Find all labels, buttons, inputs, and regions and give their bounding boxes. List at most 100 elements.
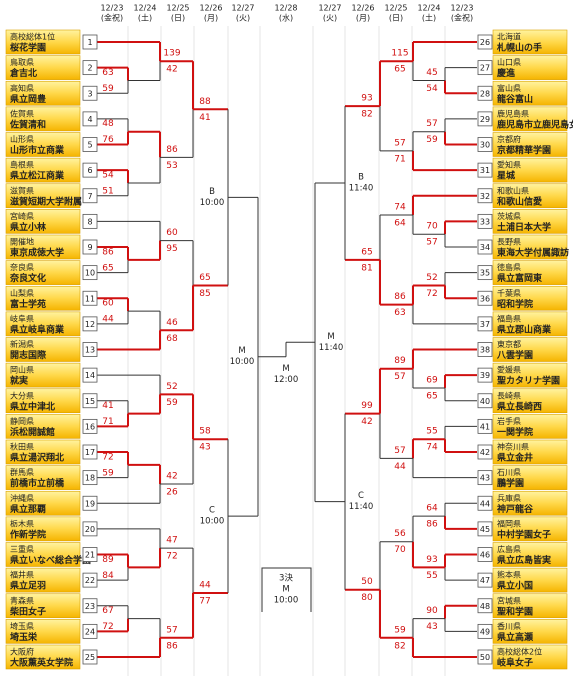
team-name: 星城 (497, 170, 515, 182)
team-number-box (82, 342, 98, 357)
score: 69 (426, 375, 438, 385)
score: 54 (426, 84, 438, 94)
score: 59 (394, 625, 406, 635)
team-box (492, 29, 568, 55)
team-number: 45 (480, 525, 490, 534)
team-number-box (82, 367, 98, 383)
date: 12/26 (199, 4, 222, 13)
team-number-box (477, 290, 493, 306)
team-box (5, 593, 81, 619)
team-prefecture: 滋賀県 (10, 185, 34, 195)
team-name: 大阪薫英女学院 (10, 657, 73, 669)
team-prefecture: 岩手県 (497, 416, 521, 426)
score: 43 (426, 622, 437, 632)
final-time: 12:00 (274, 375, 299, 385)
team-number: 46 (480, 551, 490, 560)
team-number-box (82, 85, 98, 101)
team-name: 岐阜女子 (497, 657, 533, 669)
team-number-box (477, 418, 493, 434)
team-number: 35 (480, 269, 490, 278)
team-number-box (82, 111, 98, 127)
team-number: 18 (85, 474, 95, 483)
weekday: (日) (171, 14, 185, 23)
team-number-box (477, 521, 493, 537)
team-box (492, 388, 568, 414)
score: 41 (102, 401, 113, 411)
team-name: 富士学苑 (10, 298, 46, 310)
team-name: 鹿児島市立鹿児島女子 (496, 118, 573, 130)
match-time: 10:00 (200, 198, 225, 208)
team-number-box (82, 34, 98, 50)
score: 77 (199, 596, 210, 606)
team-number: 6 (87, 166, 92, 175)
score: 57 (394, 446, 405, 456)
team-name: 県立那覇 (10, 503, 46, 515)
team-prefecture: 兵庫県 (497, 493, 521, 503)
team-prefecture: 石川県 (497, 468, 521, 477)
team-box (5, 619, 81, 644)
team-number: 24 (85, 627, 95, 636)
team-number-box (82, 188, 98, 204)
team-name: 鵬学園 (497, 477, 524, 489)
team-number-box (477, 162, 493, 178)
match-court: C (209, 506, 215, 516)
team-name: 八雲学園 (496, 349, 533, 361)
team-prefecture: 福井県 (10, 570, 34, 580)
score: 67 (102, 606, 113, 616)
date: 12/28 (274, 4, 297, 13)
team-number: 12 (85, 320, 95, 329)
team-prefecture: 長野県 (497, 238, 521, 247)
team-prefecture: 京都府 (497, 134, 521, 144)
weekday: (火) (236, 14, 250, 23)
team-number: 11 (85, 294, 95, 303)
weekday: (金祝) (451, 13, 473, 23)
team-prefecture: 愛媛県 (497, 365, 521, 375)
team-box (492, 490, 568, 516)
score: 48 (102, 119, 114, 129)
score: 57 (426, 238, 437, 248)
score: 44 (394, 462, 406, 472)
team-name: 中村学園女子 (497, 528, 551, 540)
score: 52 (166, 382, 177, 392)
team-number-box (477, 598, 493, 614)
team-prefecture: 高校総体1位 (10, 32, 55, 42)
weekday: (水) (279, 13, 293, 23)
score: 70 (394, 545, 406, 555)
team-number: 32 (480, 192, 490, 201)
score: 95 (166, 244, 177, 254)
score: 65 (394, 65, 405, 75)
weekday: (土) (422, 13, 436, 23)
team-prefecture: 島根県 (10, 160, 34, 170)
team-number: 42 (480, 448, 490, 457)
team-name: 東海大学付属諏訪 (497, 247, 569, 259)
score: 47 (166, 536, 177, 546)
team-prefecture: 北海道 (497, 32, 521, 42)
team-box (5, 285, 81, 311)
team-number-box (82, 444, 98, 460)
team-prefecture: 大分県 (10, 390, 34, 400)
match-court: B (209, 187, 215, 197)
score: 42 (166, 472, 177, 482)
team-name: 柴田女子 (9, 605, 46, 617)
team-number: 49 (480, 627, 490, 636)
team-number: 41 (480, 422, 490, 431)
score: 57 (394, 372, 405, 382)
date: 12/23 (100, 4, 123, 13)
team-number-box (82, 598, 98, 614)
score: 65 (426, 391, 437, 401)
score: 63 (394, 308, 405, 318)
team-name: 県立金井 (497, 452, 533, 464)
score: 65 (199, 273, 210, 283)
team-number: 31 (480, 166, 490, 175)
score: 86 (102, 247, 114, 257)
team-name: 県立中津北 (10, 400, 55, 412)
team-number: 48 (480, 602, 490, 611)
score: 72 (102, 622, 113, 632)
team-number: 38 (480, 346, 490, 355)
team-number-box (82, 470, 98, 486)
third-place-label: 3決 (279, 573, 293, 584)
team-box (5, 567, 81, 593)
team-number: 4 (87, 115, 92, 124)
team-prefecture: 神奈川県 (497, 442, 529, 452)
score: 115 (391, 49, 408, 59)
